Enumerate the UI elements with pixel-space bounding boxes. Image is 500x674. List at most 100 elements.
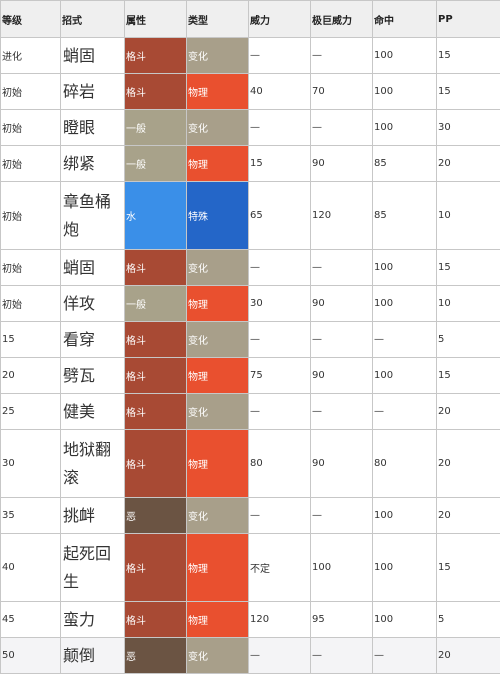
header-pp: PP <box>437 1 500 38</box>
level-cell: 初始 <box>1 286 61 322</box>
pp-cell: 20 <box>437 394 500 430</box>
move-name-cell: 看穿 <box>61 322 125 358</box>
max-power-cell: 120 <box>311 182 373 250</box>
type-badge: 格斗 <box>125 358 187 394</box>
move-name-cell: 碎岩 <box>61 74 125 110</box>
type-badge: 恶 <box>125 638 187 674</box>
max-power-cell: — <box>311 250 373 286</box>
power-cell: 40 <box>249 74 311 110</box>
max-power-cell: — <box>311 110 373 146</box>
power-cell: 80 <box>249 430 311 498</box>
category-badge: 物理 <box>187 286 249 322</box>
level-cell: 35 <box>1 498 61 534</box>
type-badge: 格斗 <box>125 534 187 602</box>
max-power-cell: — <box>311 38 373 74</box>
accuracy-cell: 100 <box>373 38 437 74</box>
type-badge: 水 <box>125 182 187 250</box>
power-cell: — <box>249 250 311 286</box>
category-badge: 物理 <box>187 430 249 498</box>
level-cell: 初始 <box>1 146 61 182</box>
move-name-cell: 蛸固 <box>61 38 125 74</box>
max-power-cell: 70 <box>311 74 373 110</box>
type-badge: 一般 <box>125 110 187 146</box>
header-row: 等级 招式 属性 类型 威力 极巨威力 命中 PP <box>1 1 500 38</box>
pp-cell: 10 <box>437 182 500 250</box>
power-cell: 120 <box>249 602 311 638</box>
accuracy-cell: 85 <box>373 146 437 182</box>
max-power-cell: 90 <box>311 430 373 498</box>
max-power-cell: — <box>311 322 373 358</box>
accuracy-cell: 100 <box>373 286 437 322</box>
pp-cell: 15 <box>437 358 500 394</box>
move-name-cell: 瞪眼 <box>61 110 125 146</box>
level-cell: 15 <box>1 322 61 358</box>
category-badge: 变化 <box>187 322 249 358</box>
category-badge: 物理 <box>187 534 249 602</box>
power-cell: — <box>249 38 311 74</box>
type-badge: 一般 <box>125 146 187 182</box>
type-badge: 格斗 <box>125 74 187 110</box>
power-cell: — <box>249 638 311 674</box>
accuracy-cell: 80 <box>373 430 437 498</box>
level-cell: 初始 <box>1 110 61 146</box>
move-name-cell: 章鱼桶炮 <box>61 182 125 250</box>
power-cell: — <box>249 498 311 534</box>
power-cell: 30 <box>249 286 311 322</box>
max-power-cell: 90 <box>311 358 373 394</box>
type-badge: 格斗 <box>125 250 187 286</box>
move-name-cell: 蛮力 <box>61 602 125 638</box>
accuracy-cell: — <box>373 638 437 674</box>
accuracy-cell: 85 <box>373 182 437 250</box>
accuracy-cell: 100 <box>373 498 437 534</box>
accuracy-cell: 100 <box>373 74 437 110</box>
type-badge: 格斗 <box>125 602 187 638</box>
power-cell: 75 <box>249 358 311 394</box>
category-badge: 变化 <box>187 250 249 286</box>
max-power-cell: — <box>311 394 373 430</box>
move-name-cell: 佯攻 <box>61 286 125 322</box>
max-power-cell: 90 <box>311 146 373 182</box>
power-cell: 65 <box>249 182 311 250</box>
pp-cell: 15 <box>437 74 500 110</box>
header-accuracy: 命中 <box>373 1 437 38</box>
category-badge: 变化 <box>187 38 249 74</box>
move-name-cell: 蛸固 <box>61 250 125 286</box>
header-max-power: 极巨威力 <box>311 1 373 38</box>
header-level: 等级 <box>1 1 61 38</box>
power-cell: — <box>249 322 311 358</box>
move-name-cell: 健美 <box>61 394 125 430</box>
header-move: 招式 <box>61 1 125 38</box>
level-cell: 进化 <box>1 38 61 74</box>
pp-cell: 20 <box>437 498 500 534</box>
accuracy-cell: 100 <box>373 358 437 394</box>
category-badge: 特殊 <box>187 182 249 250</box>
power-cell: 15 <box>249 146 311 182</box>
category-badge: 变化 <box>187 498 249 534</box>
category-badge: 物理 <box>187 358 249 394</box>
level-cell: 40 <box>1 534 61 602</box>
pp-cell: 15 <box>437 534 500 602</box>
move-name-cell: 挑衅 <box>61 498 125 534</box>
level-cell: 50 <box>1 638 61 674</box>
category-badge: 变化 <box>187 638 249 674</box>
pp-cell: 20 <box>437 430 500 498</box>
type-badge: 格斗 <box>125 394 187 430</box>
pp-cell: 10 <box>437 286 500 322</box>
move-name-cell: 劈瓦 <box>61 358 125 394</box>
pp-cell: 30 <box>437 110 500 146</box>
level-cell: 初始 <box>1 74 61 110</box>
header-category: 类型 <box>187 1 249 38</box>
accuracy-cell: 100 <box>373 534 437 602</box>
power-cell: — <box>249 394 311 430</box>
category-badge: 变化 <box>187 394 249 430</box>
type-badge: 格斗 <box>125 430 187 498</box>
